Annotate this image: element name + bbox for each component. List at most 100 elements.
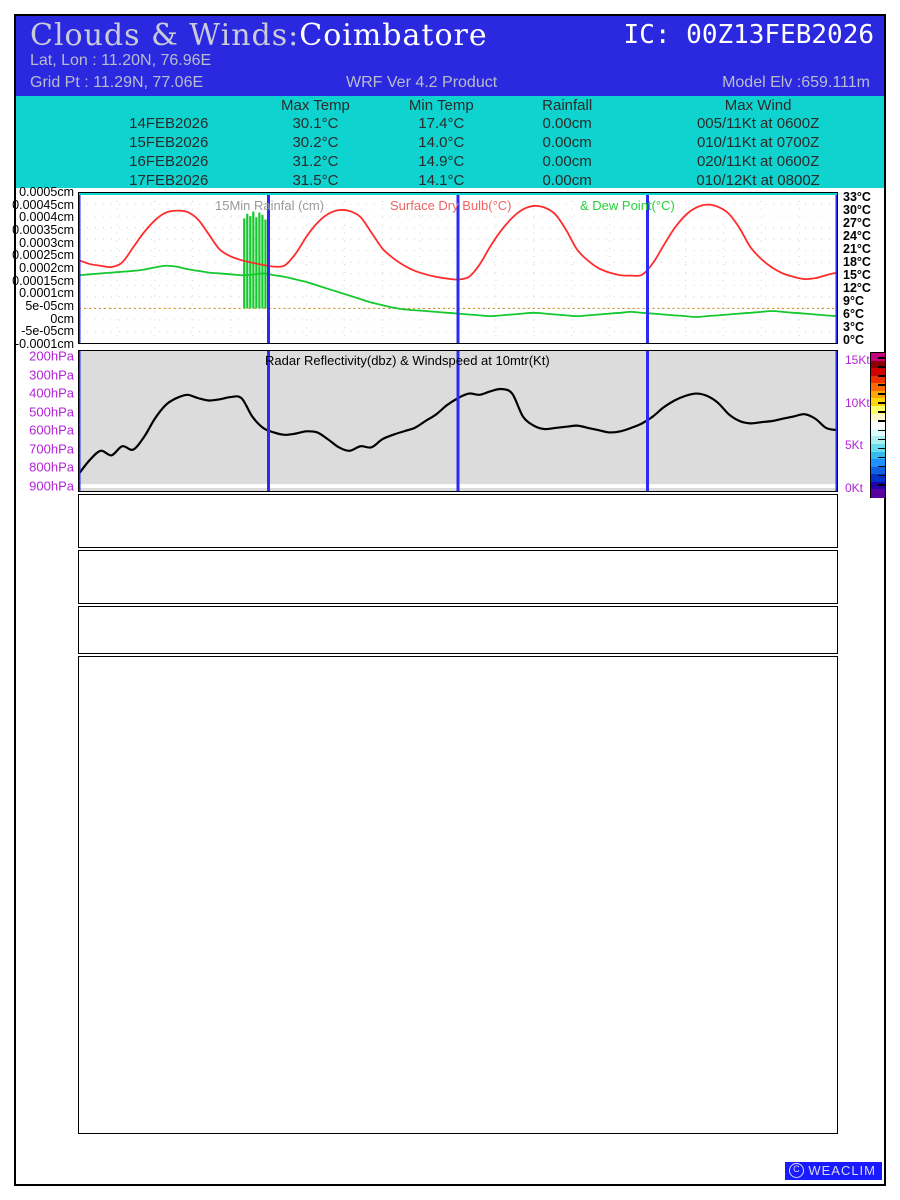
colorbar-swatch-9 — [871, 421, 885, 430]
colorbar-barb-3 — [878, 384, 886, 386]
radar-ytick-5: 700hPa — [29, 441, 74, 457]
cell-min-temp: 14.9°C — [418, 153, 465, 170]
colorbar-swatch-1 — [871, 360, 885, 369]
low-cloud-plot — [79, 607, 837, 653]
rainfall-temperature-panel — [78, 192, 838, 344]
weaclim-label: WEACLIM — [808, 1163, 876, 1178]
col-max-temp: Max Temp — [280, 97, 350, 114]
colorbar-swatch-4 — [871, 383, 885, 392]
colorbar-swatch-14 — [871, 459, 885, 468]
radar-ytick-4: 600hPa — [29, 422, 74, 438]
temperature-ytick-2: 27°C — [843, 216, 871, 230]
colorbar-barb-4 — [878, 393, 886, 395]
page-border — [14, 14, 886, 1186]
radar-ytick-6: 800hPa — [29, 459, 74, 475]
cell-max-temp: 30.2°C — [292, 134, 339, 151]
radar-ytick-7: 900hPa — [29, 478, 74, 494]
temperature-ytick-1: 30°C — [843, 203, 871, 217]
colorbar-tick-3: 0Kt — [845, 481, 864, 495]
table-row: 17FEB2026 31.5°C 14.1°C 0.00cm 010/12Kt at 0… — [16, 171, 884, 190]
colorbar-barb-1 — [878, 366, 886, 368]
colorbar-swatch-10 — [871, 428, 885, 437]
temperature-ytick-6: 15°C — [843, 268, 871, 282]
title-prefix: Clouds & Winds: — [30, 18, 300, 53]
medium-cloud-plot — [79, 551, 837, 603]
radar-ytick-2: 400hPa — [29, 385, 74, 401]
rainfall-title-part-1: Surface Dry Bulb(°C) — [390, 198, 512, 213]
colorbar-barb-10 — [878, 447, 886, 450]
colorbar-barb-6 — [878, 411, 886, 413]
temperature-ytick-7: 12°C — [843, 281, 871, 295]
cell-rainfall: 0.00cm — [542, 153, 592, 170]
colorbar-barb-14 — [878, 483, 886, 486]
rainfall-temperature-plot — [79, 193, 837, 343]
colorbar-swatch-18 — [871, 489, 885, 498]
table-header-row: Max Temp Min Temp Rainfall Max Wind — [16, 96, 884, 114]
radar-ytick-3: 500hPa — [29, 404, 74, 420]
high-cloud-panel — [78, 494, 838, 548]
colorbar-barb-13 — [878, 474, 886, 477]
cell-date: 16FEB2026 — [129, 153, 209, 170]
colorbar-swatch-17 — [871, 481, 885, 490]
rainfall-ytick-8: 0.0001cm — [19, 286, 74, 301]
temperature-ytick-4: 21°C — [843, 242, 871, 256]
cell-max-wind: 020/11Kt at 0600Z — [696, 153, 820, 170]
rainfall-ytick-7: 0.00015cm — [12, 273, 74, 288]
col-date — [16, 96, 250, 114]
cell-date: 15FEB2026 — [129, 134, 209, 151]
cell-max-wind: 010/11Kt at 0700Z — [696, 134, 820, 151]
cell-rainfall: 0.00cm — [542, 134, 592, 151]
rainfall-ytick-0: 0.0005cm — [19, 185, 74, 199]
weaclim-watermark: C WEACLIM — [785, 1162, 882, 1180]
model-elevation-label: Model Elv :659.111m — [722, 74, 870, 91]
temperature-ytick-0: 33°C — [843, 190, 871, 204]
cell-date: 14FEB2026 — [129, 115, 209, 132]
colorbar-swatch-13 — [871, 451, 885, 460]
page-title: Clouds & Winds:Coimbatore — [30, 18, 488, 53]
colorbar-swatch-2 — [871, 368, 885, 377]
colorbar-barb-5 — [878, 402, 886, 404]
rainfall-title-part-2: & Dew Point(°C) — [580, 198, 675, 213]
temperature-ytick-8: 9°C — [843, 294, 864, 308]
colorbar-barb-9 — [878, 438, 886, 441]
cell-max-wind: 010/12Kt at 0800Z — [696, 172, 820, 189]
temperature-ytick-10: 3°C — [843, 320, 864, 334]
upper-air-contour-panel — [78, 656, 838, 1134]
cell-min-temp: 17.4°C — [418, 115, 465, 132]
col-rainfall: Rainfall — [542, 97, 593, 114]
cell-max-temp: 31.5°C — [292, 172, 339, 189]
radar-ytick-1: 300hPa — [29, 367, 74, 383]
table-row: 14FEB2026 30.1°C 17.4°C 0.00cm 005/11Kt at 0… — [16, 114, 884, 133]
rainfall-ytick-11: -5e-05cm — [21, 324, 74, 339]
temperature-ytick-11: 0°C — [843, 333, 864, 347]
cell-min-temp: 14.0°C — [418, 134, 465, 151]
grid-point-label: Grid Pt : 11.29N, 77.06E — [30, 74, 204, 91]
rainfall-ytick-10: 0cm — [50, 311, 74, 326]
radar-reflectivity-panel — [78, 350, 838, 492]
summary-table: Max Temp Min Temp Rainfall Max Wind 14FE… — [16, 96, 884, 190]
colorbar-barb-11 — [878, 456, 886, 459]
lat-lon-label: Lat, Lon : 11.20N, 76.96E — [30, 52, 212, 69]
colorbar-swatch-3 — [871, 375, 885, 384]
forecast-summary-table: Max Temp Min Temp Rainfall Max Wind 14FE… — [16, 96, 884, 190]
col-max-wind: Max Wind — [724, 97, 792, 114]
rainfall-ytick-5: 0.00025cm — [12, 248, 74, 263]
col-min-temp: Min Temp — [408, 97, 474, 114]
upper-air-plot — [79, 657, 837, 1133]
colorbar-swatch-11 — [871, 436, 885, 445]
colorbar-barb-12 — [878, 465, 886, 468]
rainfall-title-part-0: 15Min Rainfal (cm) — [215, 198, 325, 213]
medium-cloud-panel — [78, 550, 838, 604]
copyright-icon: C — [789, 1163, 805, 1178]
windspeed-plot — [79, 351, 837, 491]
table-body: 14FEB2026 30.1°C 17.4°C 0.00cm 005/11Kt at 0… — [16, 114, 884, 190]
colorbar-strip — [870, 352, 886, 498]
colorbar-tick-0: 15Kt — [845, 353, 870, 367]
rainfall-ytick-9: 5e-05cm — [25, 299, 74, 313]
rainfall-ytick-1: 0.00045cm — [12, 197, 74, 212]
colorbar-tick-1: 10Kt — [845, 395, 870, 410]
colorbar-swatch-8 — [871, 413, 885, 422]
low-cloud-panel — [78, 606, 838, 654]
colorbar-barb-7 — [878, 420, 886, 423]
